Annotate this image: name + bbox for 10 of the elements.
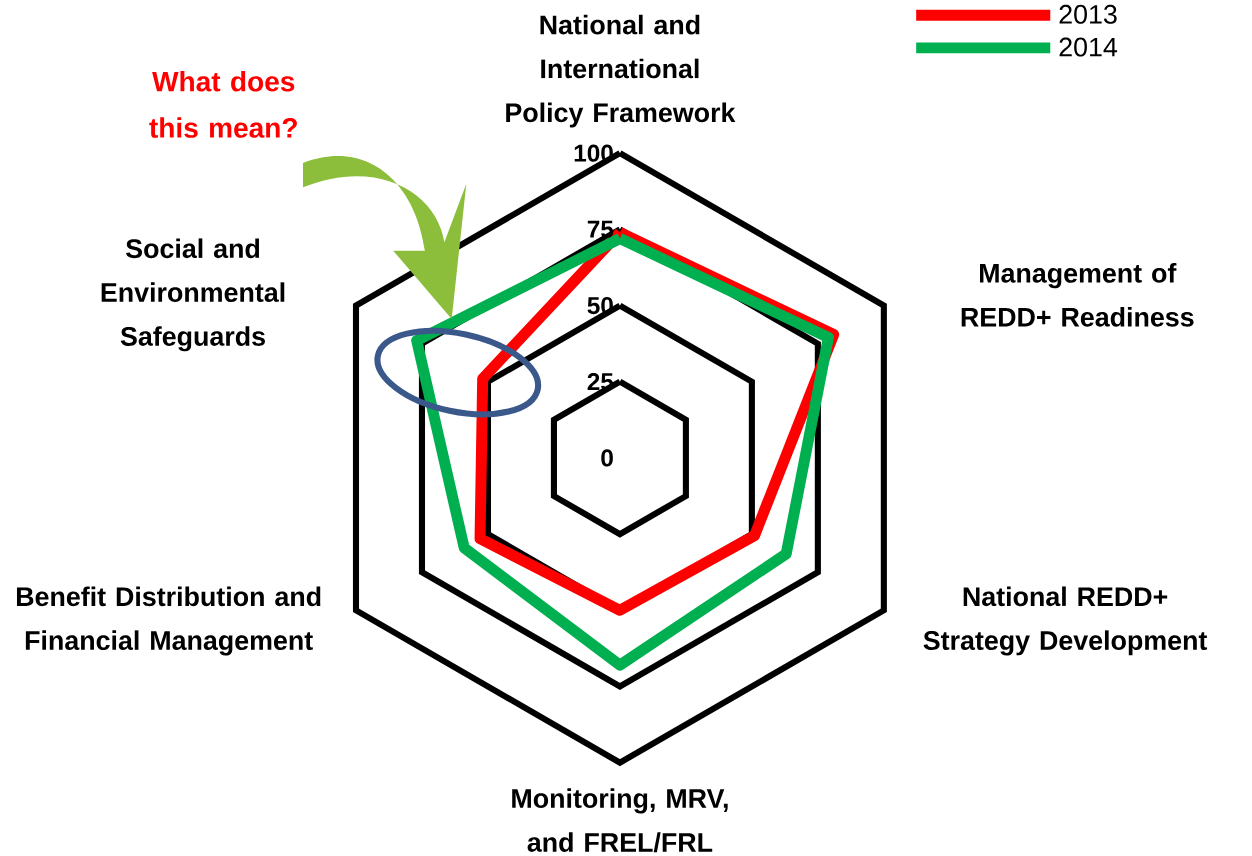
text: What does this mean? [149, 70, 297, 138]
spoke-label: Social and Environmental Safeguards [101, 238, 285, 352]
spoke-label: Management of REDD+ Readiness [961, 262, 1194, 327]
y-tick-label: 0 [601, 449, 613, 467]
spoke-label: National and International Policy Framework [506, 14, 736, 128]
spoke-label: Benefit Distribution and Financial Management [16, 586, 321, 656]
spoke-label: Monitoring, MRV, and FREL/FRL [512, 788, 728, 853]
legend-label: 2013 [1059, 4, 1117, 24]
spoke-label: National REDD+ Strategy Development [923, 586, 1208, 656]
legend-label: 2014 [1059, 37, 1118, 57]
